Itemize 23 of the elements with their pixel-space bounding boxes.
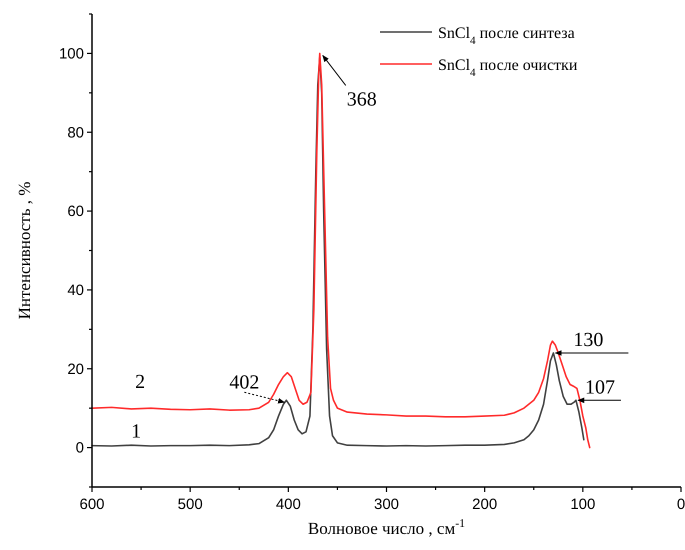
annotation: 107 [584, 376, 615, 398]
annotation: 402 [229, 371, 260, 394]
annotation: 1 [131, 420, 142, 443]
y-tick-label: 20 [67, 360, 84, 378]
y-tick-label: 40 [67, 282, 84, 299]
annotation: 2 [135, 371, 146, 394]
x-axis-title: Волновое число , см$^{-1}$ [308, 516, 466, 538]
annotation: 130 [573, 328, 604, 351]
y-tick-label: 80 [67, 124, 84, 142]
x-tick-label: 100 [570, 496, 596, 513]
annotation: 368 [346, 88, 377, 110]
y-tick-label: 60 [67, 203, 84, 220]
x-tick-label: 300 [374, 496, 400, 513]
x-tick-label: 0 [676, 496, 685, 513]
y-axis-title: Интенсивность , % [15, 182, 34, 320]
y-tick-label: 0 [76, 440, 84, 457]
y-tick-label: 100 [58, 45, 84, 62]
x-tick-label: 200 [472, 496, 498, 513]
legend-label: SnCl$_{4}$ после синтеза [438, 25, 575, 47]
legend-label: SnCl$_{4}$ после очистки [438, 57, 578, 79]
x-tick-label: 600 [79, 496, 105, 513]
x-tick-label: 500 [178, 496, 203, 513]
x-tick-label: 400 [276, 496, 301, 513]
